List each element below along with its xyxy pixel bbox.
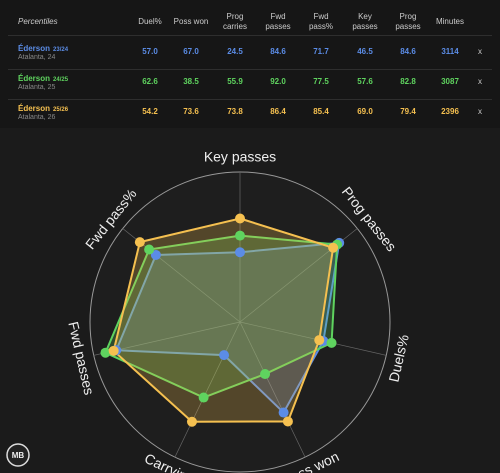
cell-value: 69.0	[357, 107, 373, 116]
separator	[8, 99, 492, 100]
cell-value: 79.4	[400, 107, 416, 116]
radar-point	[198, 392, 209, 403]
minutes: 3087	[441, 77, 459, 86]
column-header: Fwd passes	[265, 12, 291, 31]
cell-value: 54.2	[142, 107, 158, 116]
radar-point	[328, 242, 339, 253]
radar-point	[235, 247, 245, 258]
column-header: Key passes	[352, 12, 378, 31]
remove-button[interactable]: x	[478, 47, 482, 56]
table: Percentiles Duel% Poss won Prog carries Fwd …	[0, 0, 500, 128]
cell-value: 77.5	[313, 77, 329, 86]
logo-ring	[6, 443, 30, 467]
cell-value: 86.4	[270, 107, 286, 116]
cell-value: 62.6	[142, 77, 158, 86]
cell-value: 84.6	[400, 47, 416, 56]
cell-value: 84.6	[270, 47, 286, 56]
cell-value: 24.5	[227, 47, 243, 56]
column-header: Prog carries	[222, 12, 247, 31]
club: Atalanta, 25	[18, 84, 56, 91]
radar-point	[278, 407, 289, 418]
radar-axis-label: Duels%	[385, 333, 411, 384]
club: Atalanta, 24	[18, 54, 56, 61]
cell-value: 57.6	[357, 77, 373, 86]
radar-point	[282, 416, 293, 427]
cell-value: 85.4	[313, 107, 329, 116]
player-name: Éderson 23/24	[18, 44, 69, 53]
radar-area	[104, 234, 339, 399]
radar-point	[219, 350, 230, 361]
radar-point	[186, 416, 197, 427]
cell-value: 92.0	[270, 77, 286, 86]
logo: MB	[12, 451, 25, 460]
column-header: Prog passes	[395, 12, 421, 31]
radar-point	[108, 345, 119, 356]
radar-point	[144, 244, 155, 255]
radar-point	[235, 213, 245, 224]
radar-point	[150, 249, 161, 260]
minutes: 2396	[441, 107, 459, 116]
radar-axis-label: Key passes	[204, 149, 276, 165]
season: 23/24	[53, 47, 69, 53]
radar-spoke	[239, 321, 306, 458]
remove-button[interactable]: x	[478, 107, 482, 116]
separator	[8, 69, 492, 70]
radar-point	[314, 335, 325, 346]
club: Atalanta, 26	[18, 114, 56, 121]
cell-value: 71.7	[313, 47, 329, 56]
cell-value: 73.6	[183, 107, 199, 116]
radar-point	[235, 230, 245, 241]
cell-value: 46.5	[357, 47, 373, 56]
season: 24/25	[53, 77, 69, 83]
radar-point	[134, 237, 145, 248]
player-name: Éderson 25/26	[18, 104, 69, 113]
minutes: 3114	[441, 47, 459, 56]
radar-spoke	[239, 321, 387, 356]
cell-value: 73.8	[227, 107, 243, 116]
cell-value: 55.9	[227, 77, 243, 86]
radar-point	[260, 369, 271, 380]
column-header: Duel%	[138, 17, 162, 26]
radar-point	[100, 347, 111, 358]
player-name: Éderson 24/25	[18, 74, 69, 83]
season: 25/26	[53, 107, 69, 113]
cell-value: 57.0	[142, 47, 158, 56]
column-header: Fwd pass%	[308, 12, 333, 31]
remove-button[interactable]: x	[478, 77, 482, 86]
radar-area	[112, 217, 335, 423]
separator	[8, 35, 492, 36]
column-header: Minutes	[435, 17, 464, 26]
cell-value: 38.5	[183, 77, 199, 86]
cell-value: 82.8	[400, 77, 416, 86]
radar-point	[326, 337, 337, 348]
radar-spoke	[174, 321, 241, 458]
cell-value: 67.0	[183, 47, 199, 56]
column-header: Poss won	[173, 17, 209, 26]
header-label: Percentiles	[18, 17, 58, 26]
